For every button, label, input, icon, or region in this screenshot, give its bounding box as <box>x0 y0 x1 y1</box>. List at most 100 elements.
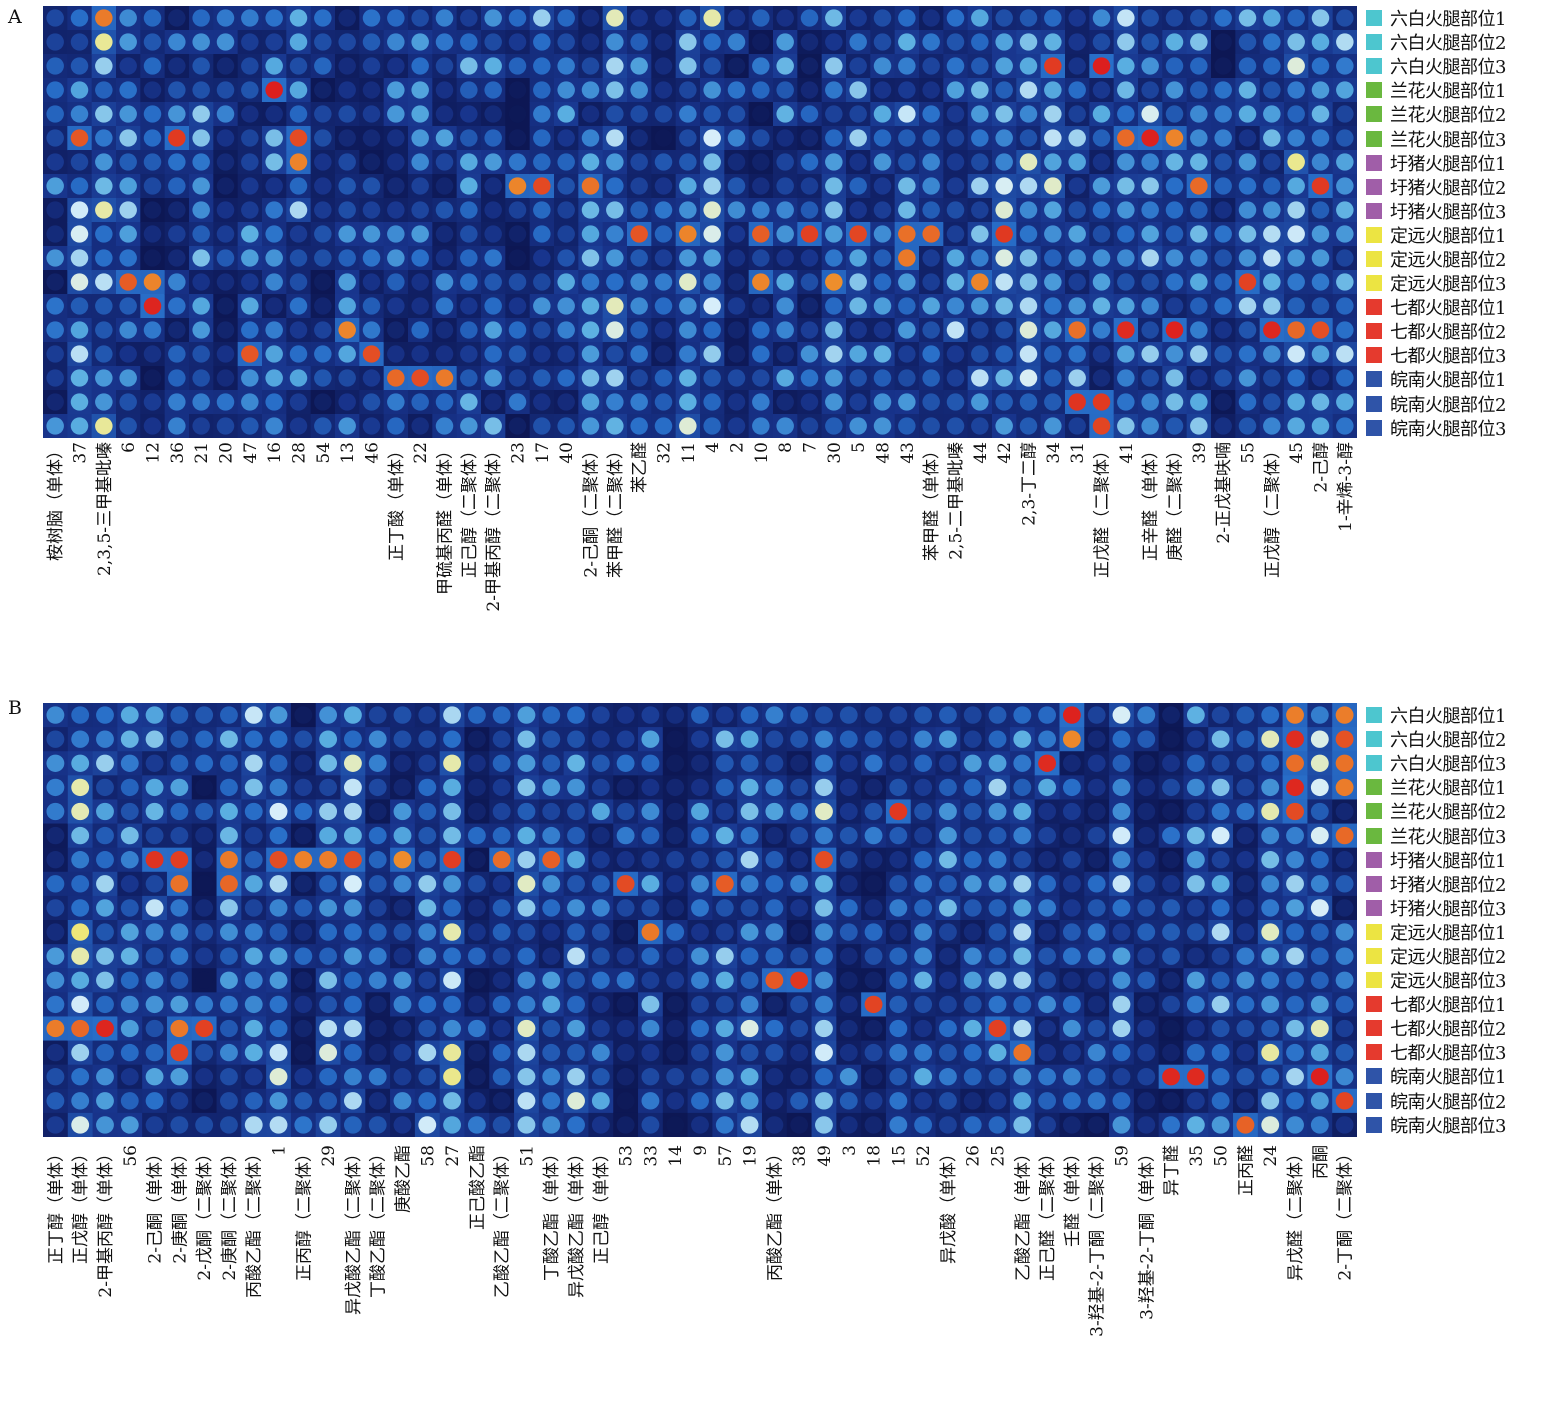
heat-cell <box>443 802 462 821</box>
heat-cell <box>873 177 892 195</box>
heat-cell <box>581 345 600 363</box>
heat-cell <box>1162 851 1180 869</box>
heat-cell <box>168 393 186 411</box>
heat-cell <box>1013 706 1032 724</box>
heat-cell <box>800 57 819 75</box>
heat-cell <box>289 57 308 75</box>
legend-label: 定远火腿部位1 <box>1390 922 1506 944</box>
heat-cell <box>120 923 139 941</box>
heat-cell <box>995 321 1013 339</box>
heat-cell <box>70 153 89 171</box>
heat-cell <box>435 57 454 75</box>
legend-swatch <box>1366 755 1382 772</box>
column-label: 异戊醛（二聚体） <box>1286 1145 1306 1281</box>
heat-cell <box>616 947 635 965</box>
heat-cell <box>1141 105 1159 123</box>
heat-cell <box>443 1092 462 1110</box>
heat-cell <box>864 778 883 797</box>
heat-cell <box>294 971 313 989</box>
heat-cell <box>616 1116 635 1134</box>
heat-cell <box>1117 129 1135 147</box>
heat-cell <box>368 1068 387 1086</box>
heat-cell <box>314 33 332 51</box>
heat-cell <box>220 706 238 724</box>
legend-item: 皖南火腿部位1 <box>1366 1064 1506 1088</box>
heat-cell <box>971 297 989 315</box>
heat-cell <box>1162 1043 1180 1062</box>
heat-cell <box>715 1092 734 1110</box>
column-label: 12 <box>144 442 164 464</box>
heat-cell <box>1214 297 1232 315</box>
heat-cell <box>387 153 405 171</box>
heat-cell <box>1336 9 1354 27</box>
legend-item: 皖南火腿部位2 <box>1366 1089 1506 1113</box>
heat-cell <box>938 899 957 917</box>
heat-cell <box>241 345 259 363</box>
heat-cell <box>70 201 89 219</box>
heat-cell <box>269 875 288 893</box>
heat-cell <box>220 778 238 797</box>
heat-cell <box>195 1068 214 1086</box>
heat-cell <box>1238 177 1257 195</box>
heat-cell <box>1044 369 1062 387</box>
heat-cell <box>508 153 527 171</box>
heat-cell <box>1335 730 1354 748</box>
heat-cell <box>765 1043 784 1062</box>
heat-cell <box>1013 1116 1032 1134</box>
column-label: 44 <box>971 442 991 464</box>
heat-cell <box>1117 105 1135 123</box>
heat-cell <box>641 899 660 917</box>
heat-cell <box>435 297 454 315</box>
heat-cell <box>70 417 89 435</box>
heat-cell <box>864 899 883 917</box>
heat-cell <box>533 201 551 219</box>
heat-cell <box>1310 1043 1329 1062</box>
heat-cell <box>192 105 210 123</box>
heat-cell <box>319 923 338 941</box>
heat-cell <box>1336 177 1354 195</box>
heat-cell <box>533 105 551 123</box>
heat-cell <box>963 1068 982 1086</box>
heat-cell <box>654 249 673 267</box>
heatmap-a <box>43 6 1357 438</box>
heat-cell <box>96 778 114 797</box>
heat-cell <box>95 9 113 27</box>
heat-cell <box>1087 1116 1106 1134</box>
column-label: 正丁酸（单体） <box>387 442 407 561</box>
column-label: 23 <box>509 442 529 464</box>
heat-cell <box>557 105 575 123</box>
heat-cell <box>679 129 697 147</box>
legend-label: 皖南火腿部位2 <box>1390 394 1506 416</box>
heat-cell <box>314 129 332 147</box>
heat-cell <box>825 393 843 411</box>
heat-cell <box>289 273 308 291</box>
heat-cell <box>1165 9 1184 27</box>
heat-cell <box>289 297 308 315</box>
heat-cell <box>517 875 536 893</box>
heat-cell <box>1311 369 1330 387</box>
heat-cell <box>119 249 137 267</box>
heat-cell <box>1238 417 1257 435</box>
heat-cell <box>938 754 957 772</box>
heat-cell <box>343 851 362 869</box>
heat-cell <box>790 947 809 965</box>
heat-cell <box>145 706 164 724</box>
heat-cell <box>460 9 478 27</box>
column-label: 苯乙醛 <box>630 442 650 493</box>
heat-cell <box>119 417 137 435</box>
heat-cell <box>192 225 210 243</box>
heat-cell <box>557 225 575 243</box>
heat-cell <box>1286 1043 1304 1062</box>
heat-cell <box>46 57 64 75</box>
heat-cell <box>1310 851 1329 869</box>
heat-cell <box>1112 875 1131 893</box>
heat-cell <box>1068 153 1086 171</box>
heat-cell <box>898 105 916 123</box>
heat-cell <box>435 33 454 51</box>
heat-cell <box>1162 754 1180 772</box>
legend-label: 皖南火腿部位1 <box>1390 1067 1506 1089</box>
heat-cell <box>70 321 89 339</box>
heat-cell <box>1141 249 1159 267</box>
heat-cell <box>715 826 734 845</box>
heat-cell <box>1087 1068 1106 1086</box>
